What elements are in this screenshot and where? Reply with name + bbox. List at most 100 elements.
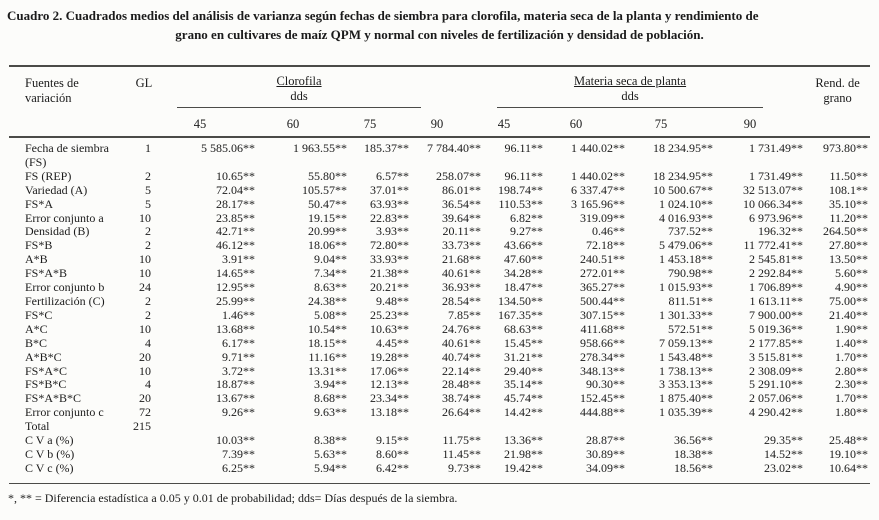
- gl-value: 72: [139, 405, 151, 420]
- cell-value: 9.63**: [314, 405, 347, 420]
- cell-value: 28.54**: [442, 293, 482, 308]
- cell-value: 11.75**: [442, 433, 482, 448]
- table-row: C V c (%) 6.25** 5.94** 6.42** 9.73** 19.42**…: [9, 460, 870, 483]
- cell-value: 63.93**: [370, 196, 409, 211]
- header-materia-75: 75: [654, 117, 668, 131]
- cell-value: 75.00**: [829, 293, 869, 308]
- cell-value: 9.73**: [448, 460, 482, 475]
- cell-value: [715, 420, 805, 434]
- cell-value: 1 035.39**: [659, 405, 714, 420]
- cell-value: 29.35**: [764, 433, 804, 448]
- row-label: B*C: [25, 335, 48, 350]
- header-group-clorofila: Clorofila dds: [163, 66, 483, 113]
- header-sources-label: Fuentes de variación: [25, 76, 79, 105]
- table-row: FS*A 5 28.17** 50.47** 63.93** 36.54** 110.53*…: [9, 196, 870, 212]
- cell-value: 19.15**: [308, 210, 347, 225]
- cell-value: 3.93**: [376, 224, 409, 239]
- cell-value: 3.72**: [222, 363, 255, 378]
- table-row: Error conjunto b 24 12.95** 8.63** 20.21** 36…: [9, 280, 870, 295]
- gl-value: 215: [133, 419, 151, 434]
- cell-value: 185.37**: [349, 136, 411, 170]
- gl-value: 2: [145, 168, 151, 183]
- cell-value: 23.02**: [764, 460, 804, 475]
- cell-value: 10.65**: [216, 168, 255, 183]
- cell-value: 278.34**: [580, 349, 626, 364]
- cell-value: 46.12**: [216, 238, 255, 253]
- cell-value: 10.64**: [829, 460, 869, 475]
- cell-value: 5 479.06**: [659, 238, 714, 253]
- cell-value: 21.68**: [442, 252, 482, 267]
- cell-value: 32 513.07**: [743, 182, 804, 197]
- cell-value: 26.64**: [442, 405, 482, 420]
- cell-value: 14.42**: [504, 405, 544, 420]
- cell-value: 1 738.13**: [659, 363, 714, 378]
- cell-value: 33.73**: [442, 238, 482, 253]
- cell-value: 5.60**: [835, 266, 869, 281]
- cell-value: 40.74**: [442, 349, 482, 364]
- cell-value: 86.01**: [442, 182, 482, 197]
- cell-value: 96.11**: [483, 136, 546, 170]
- header-materia-45: 45: [497, 117, 511, 131]
- cell-value: 37.01**: [370, 182, 409, 197]
- caption-line-1: Cuadro 2. Cuadrados medios del análisis …: [7, 8, 759, 23]
- cell-value: 2 057.06**: [749, 391, 804, 406]
- cell-value: 9.26**: [222, 405, 255, 420]
- gl-value: 2: [145, 224, 151, 239]
- cell-value: 12.13**: [370, 377, 409, 392]
- cell-value: 3 165.96**: [571, 196, 626, 211]
- cell-value: 72.18**: [586, 238, 626, 253]
- table-body: Fecha de siembra (FS) 1 5 585.06** 1 963.55…: [9, 136, 871, 483]
- cell-value: 96.11**: [504, 168, 544, 183]
- header-group-materia-seca: Materia seca de planta dds: [483, 66, 805, 113]
- header-group-row: Fuentes de variación GL Clorofila dds Ma…: [9, 66, 870, 113]
- cell-value: 35.14**: [504, 377, 544, 392]
- cell-value: 7 059.13**: [659, 335, 714, 350]
- cell-value: 264.50**: [823, 224, 869, 239]
- gl-value: 20: [139, 391, 151, 406]
- clorofila-group: Clorofila dds: [177, 74, 422, 108]
- cell-value: 28.17**: [216, 196, 255, 211]
- cell-value: 5 291.10**: [749, 377, 804, 392]
- cell-value: 55.80**: [308, 168, 347, 183]
- cell-value: 42.71**: [216, 224, 255, 239]
- cell-value: 6 337.47**: [571, 182, 626, 197]
- cell-value: 5 019.36**: [749, 321, 804, 336]
- cell-value: 25.99**: [216, 293, 255, 308]
- cell-value: 7.34**: [314, 266, 347, 281]
- cell-value: 500.44**: [580, 293, 626, 308]
- cell-value: 40.61**: [442, 266, 482, 281]
- cell-value: 13.67**: [216, 391, 255, 406]
- cell-value: 3.94**: [314, 377, 347, 392]
- cell-value: 30.89**: [586, 446, 626, 461]
- cell-value: 811.51**: [668, 293, 714, 308]
- cell-value: 21.98**: [504, 446, 544, 461]
- cell-value: 28.48**: [442, 377, 482, 392]
- cell-value: 2 292.84**: [749, 266, 804, 281]
- cell-value: 3 515.81**: [749, 349, 804, 364]
- cell-value: 9.04**: [314, 252, 347, 267]
- table-row: Error conjunto a 10 23.85** 19.15** 22.83** 3…: [9, 210, 870, 226]
- materia-seca-label: Materia seca de planta: [573, 74, 687, 88]
- cell-value: 10 500.67**: [653, 182, 714, 197]
- row-label: Error conjunto c: [25, 405, 104, 420]
- row-label: Error conjunto b: [25, 280, 105, 295]
- cell-value: 22.83**: [370, 210, 409, 225]
- cell-value: 18.47**: [504, 280, 544, 295]
- row-label: Variedad (A): [25, 182, 88, 197]
- gl-value: 2: [145, 293, 151, 308]
- cell-value: 90.30**: [586, 377, 626, 392]
- cell-value: 11.50**: [829, 168, 869, 183]
- cell-value: 2 177.85**: [749, 335, 804, 350]
- gl-value: 10: [139, 363, 151, 378]
- cell-value: 45.74**: [504, 391, 544, 406]
- caption-line-2: grano en cultivares de maíz QPM y normal…: [175, 27, 704, 42]
- table-row: C V b (%) 7.39** 5.63** 8.60** 11.45** 21.98*…: [9, 446, 870, 462]
- cell-value: 1 440.02**: [571, 168, 626, 183]
- cell-value: 29.40**: [504, 363, 544, 378]
- cell-value: 1 963.55**: [257, 136, 349, 170]
- cell-value: 198.74**: [498, 182, 544, 197]
- row-label: A*B: [25, 252, 48, 267]
- row-label: FS*A: [25, 196, 54, 211]
- row-label: C V b (%): [25, 446, 75, 461]
- cell-value: 1 453.18**: [659, 252, 714, 267]
